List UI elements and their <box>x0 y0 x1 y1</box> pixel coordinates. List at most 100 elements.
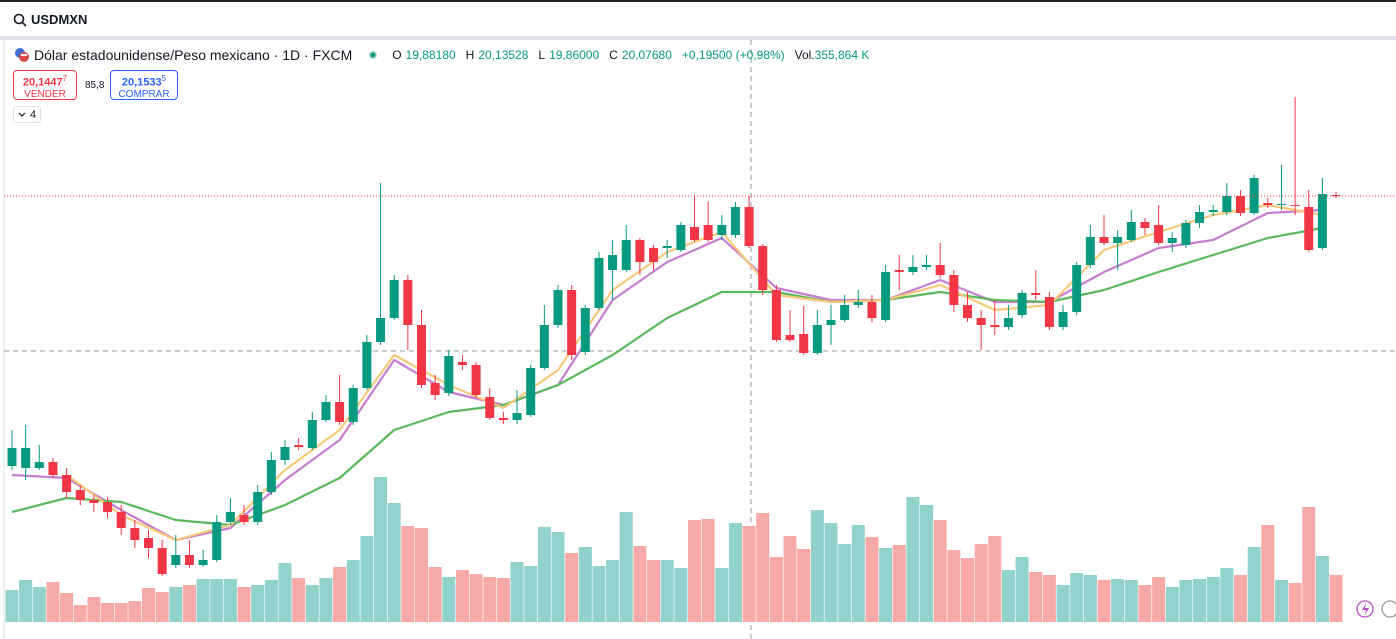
volume-bar <box>1288 583 1302 622</box>
volume-bar <box>633 546 647 622</box>
volume-bar <box>906 497 920 622</box>
candle-body <box>457 362 467 365</box>
volume-bar <box>879 548 893 622</box>
volume-bar <box>237 587 251 622</box>
volume-bar <box>128 601 142 622</box>
candle-body <box>840 305 850 320</box>
candle-body <box>553 290 563 325</box>
candle-body <box>362 342 372 388</box>
candle-body <box>1154 225 1164 243</box>
volume-bar <box>1234 575 1247 622</box>
volume-bar <box>578 547 592 622</box>
buy-price: 20,1533 <box>121 76 162 89</box>
volume-bar <box>974 544 988 622</box>
series-layer <box>4 97 1396 622</box>
candle-body <box>198 560 208 565</box>
candle-body <box>826 320 836 325</box>
volume-bar <box>101 603 115 622</box>
candle-body <box>157 548 167 574</box>
volume-bar <box>783 536 797 622</box>
candle-body <box>594 258 604 308</box>
candle-body <box>280 447 290 460</box>
candle-body <box>744 207 754 246</box>
candle-body <box>471 365 481 395</box>
sell-price: 20,1447 <box>22 76 63 89</box>
candle-body <box>389 280 399 318</box>
candle-body <box>703 225 713 240</box>
volume-bar <box>210 579 224 622</box>
candle-body <box>1181 223 1191 245</box>
candle-body <box>1003 318 1013 327</box>
volume-bar <box>46 582 60 622</box>
volume-bar <box>1042 575 1056 622</box>
candle-body <box>771 290 781 340</box>
candle-body <box>1222 196 1232 212</box>
sell-label: VENDER <box>24 89 66 101</box>
candle-body <box>1085 237 1095 265</box>
candle-body <box>1113 237 1123 243</box>
candle-body <box>1249 178 1259 213</box>
volume-bar <box>947 550 961 622</box>
volume-label: Vol. <box>794 48 815 62</box>
change: +0,19500 (+0,98%) <box>681 48 785 62</box>
volume-bar <box>428 567 442 622</box>
volume-bar <box>660 560 674 622</box>
volume-bar <box>251 585 265 622</box>
candle-body <box>1276 204 1286 205</box>
volume-bar <box>988 536 1002 622</box>
volume-bar <box>1206 577 1220 622</box>
volume-bar <box>114 603 128 622</box>
candle-body <box>881 272 891 320</box>
candle-body <box>307 420 317 448</box>
candle-body <box>171 555 181 565</box>
candle-body <box>1140 222 1150 228</box>
low-label: L <box>538 48 546 62</box>
volume-bar <box>87 597 101 622</box>
candle-body <box>294 445 304 447</box>
chevron <box>18 112 26 117</box>
volume-bar <box>305 585 319 622</box>
search-icon <box>13 13 27 27</box>
volume-bar <box>933 520 947 622</box>
indicators-toggle[interactable]: 4 <box>13 106 41 123</box>
candle-body <box>935 265 945 275</box>
volume-bar <box>524 566 538 622</box>
candle-body <box>75 490 85 500</box>
candle-body <box>717 225 727 235</box>
volume-bar <box>1302 507 1316 622</box>
volume-bar <box>196 579 210 622</box>
candle-body <box>1126 222 1136 240</box>
volume-bar <box>688 520 701 622</box>
volume-bar <box>73 605 87 622</box>
candle-body <box>130 528 140 540</box>
volume-bar <box>387 503 401 622</box>
volume-bar <box>715 568 729 622</box>
candle-body <box>908 267 918 272</box>
candle-body <box>116 512 126 528</box>
candle-body <box>635 240 645 262</box>
spread: 85,8 <box>85 80 105 91</box>
moving-average <box>65 203 1323 542</box>
candle-body <box>1304 207 1314 250</box>
candle-body <box>321 402 331 420</box>
candle-body <box>485 397 495 418</box>
candle-body <box>922 265 932 267</box>
volume-bar <box>674 568 688 622</box>
symbol-search[interactable]: USDMXN <box>13 12 87 27</box>
volume-bar <box>415 528 428 622</box>
volume-bar <box>824 523 838 622</box>
candle-body <box>266 460 276 492</box>
buy-button[interactable]: 20,15335 COMPRAR <box>110 70 178 100</box>
candle-body <box>1208 210 1218 212</box>
volume-bar <box>701 519 715 622</box>
candle-body <box>853 302 863 305</box>
volume-bar <box>920 505 934 622</box>
volume-bar <box>647 560 661 622</box>
symbol: USDMXN <box>31 12 88 27</box>
sell-button[interactable]: 20,14477 VENDER <box>13 70 77 100</box>
candle-body <box>403 280 413 325</box>
status-dot <box>369 51 378 59</box>
candle-body <box>649 248 659 262</box>
settings-icon[interactable] <box>1381 600 1396 618</box>
